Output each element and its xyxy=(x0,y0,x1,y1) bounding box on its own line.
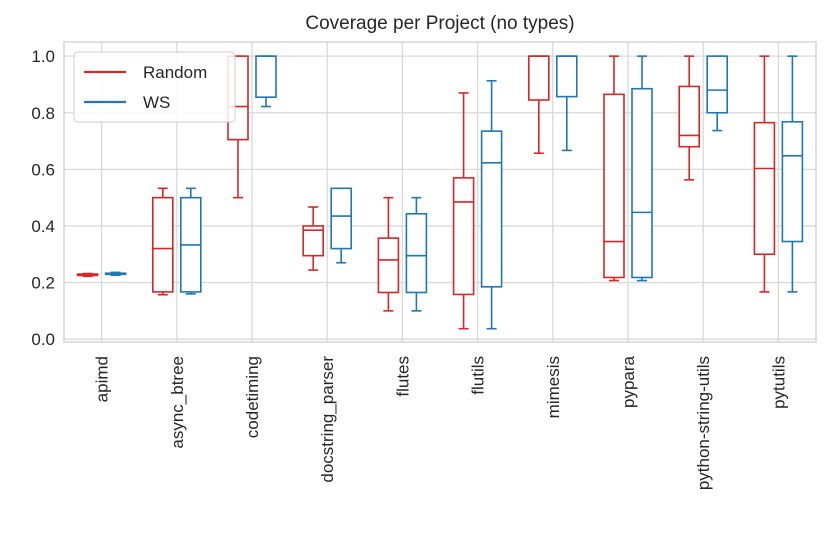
box-random-pypara xyxy=(603,55,625,282)
box-iqr xyxy=(330,187,353,250)
y-tick-label: 0.0 xyxy=(31,330,55,349)
x-tick-label: pytutils xyxy=(769,356,788,409)
y-axis: 0.0 0.2 0.4 0.6 0.8 1.0 xyxy=(31,47,55,349)
box-random-pytutils xyxy=(753,55,776,293)
box-random-mimesis xyxy=(527,55,550,155)
x-tick-label: codetiming xyxy=(243,356,262,438)
box-random-flutils xyxy=(452,92,475,330)
x-tick-label: mimesis xyxy=(544,356,563,418)
x-tick-label: flutils xyxy=(469,356,488,395)
plot-frame xyxy=(63,41,817,343)
box-iqr xyxy=(753,121,776,256)
box-iqr xyxy=(706,55,729,114)
box-ws-flutils xyxy=(480,79,503,330)
box-iqr xyxy=(377,237,400,294)
box-iqr xyxy=(527,55,550,101)
chart-title: Coverage per Project (no types) xyxy=(305,13,574,34)
box-iqr xyxy=(452,177,475,296)
box-ws-async_btree xyxy=(180,187,202,295)
box-iqr xyxy=(603,93,625,279)
y-tick-label: 0.6 xyxy=(31,160,55,179)
box-ws-flutes xyxy=(405,196,428,312)
box-random-apimd xyxy=(76,272,99,278)
box-iqr xyxy=(302,225,325,257)
x-axis: apimd async_btree codetiming docstring_pars… xyxy=(93,355,789,490)
box-ws-codetiming xyxy=(255,55,277,108)
box-random-python-string-utils xyxy=(678,55,701,181)
box-random-flutes xyxy=(377,196,400,312)
x-tick-label: docstring_parser xyxy=(318,356,337,483)
box-iqr xyxy=(480,130,503,288)
y-tick-label: 0.2 xyxy=(31,274,55,293)
legend-box xyxy=(73,51,236,123)
x-tick-label: async_btree xyxy=(168,356,187,449)
box-random-async_btree xyxy=(152,187,174,296)
box-ws-mimesis xyxy=(555,55,578,152)
box-ws-pytutils xyxy=(781,55,804,293)
box-iqr xyxy=(555,55,578,98)
y-tick-label: 0.8 xyxy=(31,104,55,123)
legend: Random WS xyxy=(73,51,236,123)
box-iqr xyxy=(678,85,701,148)
box-ws-pypara xyxy=(631,55,653,282)
box-ws-apimd xyxy=(104,271,127,277)
box-random-docstring_parser xyxy=(302,206,325,271)
legend-label-random: Random xyxy=(143,63,207,82)
x-tick-label: python-string-utils xyxy=(694,356,713,490)
x-tick-label: apimd xyxy=(93,356,112,402)
legend-label-ws: WS xyxy=(143,93,170,112)
y-tick-label: 0.4 xyxy=(31,217,55,236)
box-iqr xyxy=(781,121,804,243)
box-ws-python-string-utils xyxy=(706,55,729,132)
box-iqr xyxy=(405,212,428,294)
box-ws-docstring_parser xyxy=(330,187,353,264)
box-iqr xyxy=(255,55,277,98)
y-tick-label: 1.0 xyxy=(31,47,55,66)
box-iqr xyxy=(152,196,174,293)
box-iqr xyxy=(631,87,653,279)
x-tick-label: pypara xyxy=(619,355,638,408)
x-tick-label: flutes xyxy=(393,356,412,397)
